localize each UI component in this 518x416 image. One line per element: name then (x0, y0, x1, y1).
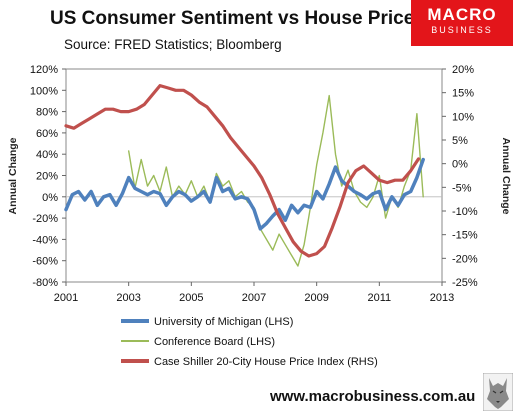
left-tick-label: -80% (32, 277, 58, 289)
right-y-axis: 20% 15% 10% 5% 0% -5% -10% -15% -20% -25% (442, 64, 478, 289)
right-tick-label: -10% (452, 206, 478, 218)
left-tick-label: 20% (36, 171, 58, 183)
left-tick-label: 60% (36, 128, 58, 140)
left-axis-label: Annual Change (7, 137, 19, 214)
left-tick-label: 40% (36, 149, 58, 161)
legend-label: Conference Board (LHS) (154, 336, 275, 348)
right-tick-label: 15% (452, 88, 474, 100)
left-y-axis: 120% 100% 80% 60% 40% 20% 0% -20% -40% -60% -80% (30, 64, 66, 289)
right-tick-label: -15% (452, 230, 478, 242)
x-axis: 2001 2003 2005 2007 2009 2011 2013 (54, 196, 454, 304)
left-tick-label: -40% (32, 234, 58, 246)
right-tick-label: 20% (452, 64, 474, 76)
left-tick-label: 0% (42, 192, 58, 204)
left-tick-label: 100% (30, 85, 58, 97)
right-tick-label: -20% (452, 253, 478, 265)
left-tick-label: 120% (30, 64, 58, 76)
left-tick-label: -60% (32, 256, 58, 268)
right-tick-label: -5% (452, 182, 472, 194)
legend: University of Michigan (LHS) Conference B… (121, 316, 378, 368)
right-tick-label: 5% (452, 135, 468, 147)
legend-label: Case Shiller 20-City House Price Index (… (154, 356, 378, 368)
right-axis-label: Annual Change (500, 137, 512, 214)
series-michigan-line (64, 157, 425, 231)
right-tick-label: 0% (452, 159, 468, 171)
footer-url[interactable]: www.macrobusiness.com.au (270, 388, 476, 405)
x-tick-label: 2005 (179, 292, 203, 304)
plot-area (65, 68, 443, 283)
chart-subtitle: Source: FRED Statistics; Bloomberg (64, 37, 282, 52)
x-tick-label: 2003 (116, 292, 140, 304)
macrobusiness-logo: MACRO BUSINESS (411, 0, 513, 46)
logo-line-1: MACRO (427, 5, 497, 24)
chart-canvas: 120% 100% 80% 60% 40% 20% 0% -20% -40% -60% -80% 2… (7, 64, 512, 368)
logo-line-2: BUSINESS (431, 25, 493, 35)
x-tick-label: 2007 (242, 292, 266, 304)
right-tick-label: 10% (452, 111, 474, 123)
x-tick-label: 2001 (54, 292, 78, 304)
chart-title: US Consumer Sentiment vs House Prices (50, 8, 425, 29)
left-tick-label: 80% (36, 107, 58, 119)
x-tick-label: 2009 (304, 292, 328, 304)
series-case-shiller-line (64, 83, 421, 258)
legend-label: University of Michigan (LHS) (154, 316, 293, 328)
series-layer (64, 83, 425, 267)
wolf-logo-icon (483, 373, 513, 411)
left-tick-label: -20% (32, 213, 58, 225)
x-tick-label: 2013 (430, 292, 454, 304)
x-tick-label: 2011 (368, 292, 392, 304)
right-tick-label: -25% (452, 277, 478, 289)
